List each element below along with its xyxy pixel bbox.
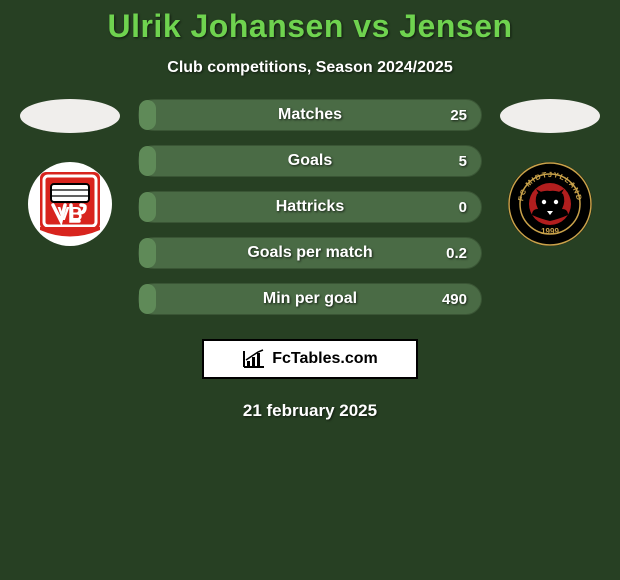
stat-label: Hattricks bbox=[139, 198, 481, 216]
player-left-photo bbox=[20, 99, 120, 133]
stat-label: Goals per match bbox=[139, 244, 481, 262]
stat-bar: Hattricks0 bbox=[138, 191, 482, 223]
watermark-box: FcTables.com bbox=[202, 339, 418, 379]
svg-text:1999: 1999 bbox=[541, 227, 559, 236]
stat-right-value: 25 bbox=[450, 107, 467, 124]
page-title: Ulrik Johansen vs Jensen bbox=[0, 0, 620, 45]
stat-label: Min per goal bbox=[139, 290, 481, 308]
stat-right-value: 0 bbox=[459, 199, 467, 216]
stat-bar: Min per goal490 bbox=[138, 283, 482, 315]
page-subtitle: Club competitions, Season 2024/2025 bbox=[0, 59, 620, 77]
stat-right-value: 5 bbox=[459, 153, 467, 170]
midtjylland-badge-icon: FC MIDTJYLLAND 1999 bbox=[507, 161, 593, 247]
stat-right-value: 0.2 bbox=[446, 245, 467, 262]
player-right-photo bbox=[500, 99, 600, 133]
bar-chart-icon bbox=[242, 349, 266, 369]
svg-text:VB: VB bbox=[57, 204, 82, 224]
stat-right-value: 490 bbox=[442, 291, 467, 308]
player-left-column: VB bbox=[20, 99, 120, 247]
stat-label: Matches bbox=[139, 106, 481, 124]
stat-bar: Goals per match0.2 bbox=[138, 237, 482, 269]
stat-bar: Goals5 bbox=[138, 145, 482, 177]
infographic-root: Ulrik Johansen vs Jensen Club competitio… bbox=[0, 0, 620, 580]
stat-bar: Matches25 bbox=[138, 99, 482, 131]
vejle-badge-icon: VB bbox=[27, 161, 113, 247]
player-right-column: FC MIDTJYLLAND 1999 bbox=[500, 99, 600, 247]
watermark-text: FcTables.com bbox=[272, 350, 378, 368]
stats-column: Matches25 Goals5 Hattricks0 Goals per match… bbox=[138, 99, 482, 315]
stat-label: Goals bbox=[139, 152, 481, 170]
club-badge-left: VB bbox=[27, 161, 113, 247]
club-badge-right: FC MIDTJYLLAND 1999 bbox=[507, 161, 593, 247]
date-text: 21 february 2025 bbox=[0, 401, 620, 421]
main-row: VB Matches25 Goals5 Hattricks0 Goals per ma… bbox=[0, 99, 620, 315]
